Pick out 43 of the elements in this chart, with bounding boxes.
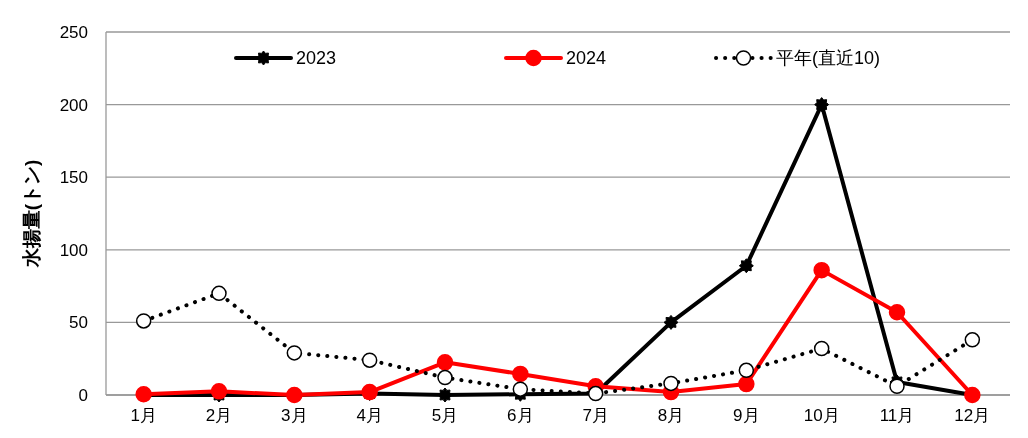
y-tick-label: 50 (69, 313, 88, 333)
point (512, 381, 529, 397)
y-tick-label: 250 (59, 22, 88, 42)
point (211, 285, 227, 302)
point (738, 362, 755, 379)
y-tick-label: 0 (78, 385, 88, 405)
point (888, 303, 906, 321)
point (436, 354, 454, 371)
y-tick-label: 200 (59, 95, 88, 115)
point (512, 365, 529, 383)
point (738, 375, 755, 393)
point (663, 375, 679, 392)
x-tick-label: 2月 (205, 406, 233, 425)
point (814, 97, 830, 113)
legend-label: 2023 (296, 48, 337, 69)
legend-label: 平年(直近10) (776, 48, 881, 69)
point (964, 332, 981, 348)
legend-label: 2024 (566, 48, 607, 69)
y-tick-label: 100 (59, 240, 88, 260)
x-tick-label: 12月 (954, 406, 991, 425)
point (437, 369, 453, 386)
point (663, 314, 679, 330)
point (210, 383, 228, 400)
x-tick-label: 8月 (657, 406, 685, 425)
x-tick-label: 3月 (281, 406, 308, 425)
point (437, 387, 453, 403)
y-tick-label: 150 (59, 168, 88, 188)
point (813, 261, 830, 279)
point (813, 340, 830, 357)
point (361, 352, 378, 368)
x-tick-label: 9月 (733, 406, 760, 425)
point (738, 258, 754, 274)
point (286, 345, 303, 361)
x-tick-label: 5月 (431, 406, 459, 425)
x-tick-label: 1月 (130, 406, 157, 425)
x-tick-label: 4月 (356, 406, 383, 425)
x-tick-label: 10月 (803, 406, 840, 425)
point (889, 378, 905, 395)
x-tick-label: 7月 (582, 406, 609, 425)
point (135, 313, 152, 329)
y-axis-title: 水揚量(トン) (21, 159, 42, 269)
x-tick-label: 11月 (879, 406, 915, 425)
x-tick-label: 6月 (507, 406, 534, 425)
